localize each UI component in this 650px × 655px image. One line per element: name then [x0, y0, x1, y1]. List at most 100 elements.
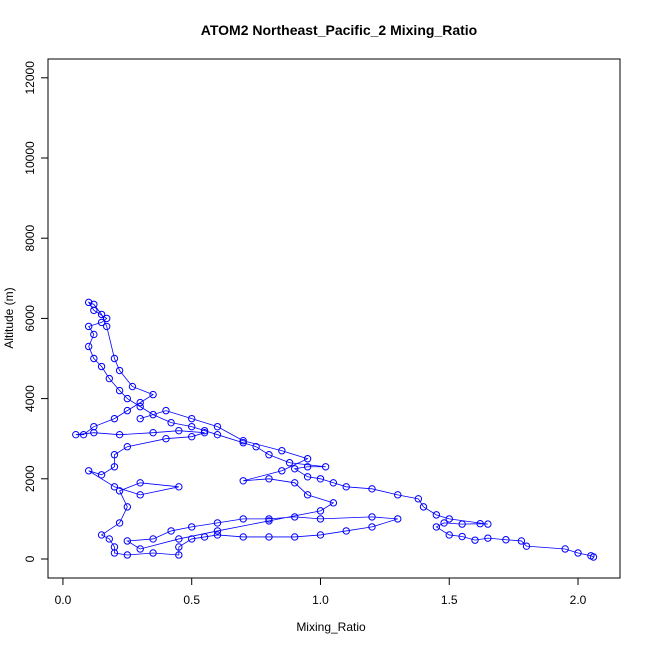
y-tick-label: 8000: [23, 225, 37, 252]
data-point: [285, 459, 294, 467]
y-tick-label: 12000: [23, 61, 37, 95]
data-point: [200, 426, 209, 435]
data-point: [123, 406, 132, 415]
data-point: [136, 414, 144, 423]
data-point: [84, 298, 93, 307]
data-point: [123, 551, 132, 559]
data-point: [90, 300, 98, 309]
data-point: [90, 330, 98, 339]
data-point: [175, 551, 183, 559]
data-point: [188, 523, 196, 531]
data-point: [136, 398, 144, 407]
data-point: [110, 354, 119, 363]
data-point: [522, 542, 531, 550]
data-point: [136, 545, 144, 553]
data-point: [175, 426, 183, 435]
x-axis-label: Mixing_Ratio: [296, 620, 366, 634]
x-tick-label: 0.5: [183, 593, 200, 607]
data-point: [149, 390, 157, 399]
data-point: [213, 531, 222, 539]
data-point: [239, 437, 247, 445]
data-point: [188, 535, 196, 543]
data-point: [123, 503, 132, 511]
data-point: [167, 418, 175, 427]
data-point: [445, 531, 453, 539]
data-point: [175, 543, 183, 551]
data-point: [291, 479, 299, 487]
data-point: [213, 430, 222, 439]
data-point: [574, 549, 582, 557]
y-tick-label: 10000: [23, 141, 37, 175]
data-point: [115, 366, 124, 375]
data-point: [149, 410, 157, 419]
data-point: [303, 455, 312, 463]
data-point: [123, 443, 132, 451]
data-point: [97, 471, 106, 479]
data-point: [316, 515, 325, 523]
data-point: [175, 535, 183, 543]
data-point: [394, 491, 402, 499]
data-point: [84, 342, 93, 351]
data-point: [115, 519, 124, 527]
data-point: [368, 485, 376, 493]
data-point: [419, 503, 428, 511]
data-point: [136, 479, 144, 487]
data-point: [110, 414, 119, 423]
series-line: [75, 301, 594, 558]
data-point: [136, 491, 144, 499]
data-point: [587, 552, 595, 560]
data-point: [368, 523, 376, 531]
x-tick-label: 2.0: [570, 593, 587, 607]
data-point: [278, 447, 286, 455]
data-point: [252, 443, 260, 451]
x-tick-label: 0.0: [55, 593, 72, 607]
data-point: [239, 477, 247, 485]
data-point: [561, 545, 569, 553]
data-point: [484, 534, 492, 542]
data-point: [316, 507, 325, 515]
y-tick-label: 0: [23, 555, 37, 562]
x-tick-label: 1.5: [441, 593, 458, 607]
data-point: [105, 374, 113, 383]
data-point: [329, 499, 338, 507]
data-point: [115, 487, 124, 495]
data-point: [316, 531, 325, 539]
data-point: [517, 537, 526, 545]
data-point: [123, 394, 132, 403]
data-point: [188, 422, 196, 431]
data-point: [97, 310, 106, 319]
data-point: [368, 513, 376, 521]
data-point: [342, 527, 350, 535]
data-point: [103, 322, 111, 331]
data-point: [149, 428, 157, 437]
data-point: [445, 515, 453, 523]
data-point: [239, 533, 247, 541]
data-point: [188, 432, 196, 441]
data-point: [265, 475, 273, 483]
data-point: [213, 527, 222, 535]
data-point: [103, 314, 111, 323]
data-point: [123, 537, 132, 545]
data-point: [128, 382, 137, 391]
data-point: [175, 483, 183, 491]
data-point: [394, 515, 402, 523]
data-point: [265, 533, 273, 541]
data-point: [110, 483, 119, 491]
data-point: [291, 465, 299, 473]
data-point: [303, 473, 312, 481]
data-point: [79, 430, 88, 439]
data-point: [432, 523, 441, 531]
data-point: [72, 430, 80, 439]
data-point: [502, 536, 510, 544]
data-point: [213, 422, 222, 431]
data-point: [239, 515, 247, 523]
data-point: [471, 536, 479, 544]
data-point: [97, 362, 106, 371]
data-point: [432, 511, 441, 519]
data-point: [115, 386, 124, 395]
data-point: [239, 439, 247, 447]
data-point: [90, 354, 98, 363]
data-point: [115, 430, 124, 439]
data-point: [265, 517, 273, 525]
